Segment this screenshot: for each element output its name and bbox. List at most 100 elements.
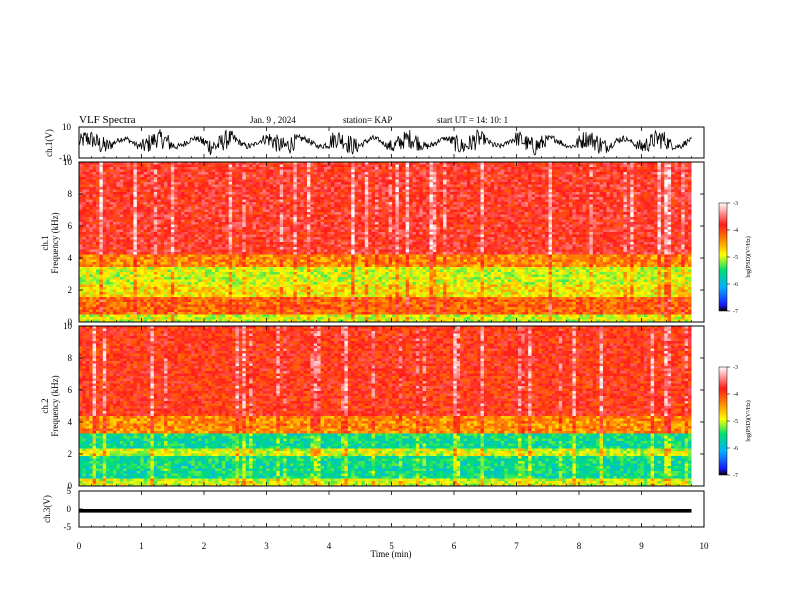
ch1-spectrogram-cell [140,317,144,320]
ch1-spectrogram-cell [123,312,127,315]
ch1-spectrogram-cell [109,239,114,243]
ch1-spectrogram-cell [300,162,304,165]
ch1-spectrogram-cell [279,219,284,223]
ch1-spectrogram-cell [133,174,138,178]
ch1-spectrogram-cell [170,254,175,258]
ch1-spectrogram-cell [306,214,311,218]
ch1-spectrogram-cell [92,317,97,320]
ch1-spectrogram-cell [279,199,284,203]
ch1-spectrogram-cell [272,227,277,230]
ch1-spectrogram-cell [102,229,107,233]
ch1-spectrogram-cell [283,264,287,268]
ch1-spectrogram-cell [136,229,141,233]
ch1-spectrogram-cell [85,172,90,175]
ch1-spectrogram-cell [221,162,226,165]
ch1-spectrogram-cell [150,279,155,283]
ch1-spectrogram-cell [150,272,155,275]
ch1-spectrogram-cell [99,209,104,213]
ch1-spectrogram-cell [140,212,144,215]
ch1-spectrogram-cell [303,172,308,175]
ch1-spectrogram-cell [269,229,274,233]
ch1-spectrogram-cell [164,299,168,303]
ch1-spectrogram-cell [170,172,175,175]
ch1-spectrogram-cell [133,302,138,305]
ch1-spectrogram-cell [249,199,253,203]
ch1-spectrogram-cell [140,282,144,285]
ch1-spectrogram-cell [327,262,332,265]
ch1-spectrogram-cell [177,164,182,168]
ch1-spectrogram-cell [303,284,308,288]
ch1-spectrogram-cell [276,204,281,208]
ch1-spectrogram-cell [167,284,172,288]
ch1-spectrogram-cell [218,244,223,248]
ch1-spectrogram-cell [276,224,281,228]
ch1-spectrogram-cell [341,199,345,203]
ch1-spectrogram-cell [310,189,315,193]
ch1-spectrogram-cell [119,172,124,175]
ch1-spectrogram-cell [147,229,151,233]
ch1-spectrogram-cell [113,204,117,208]
ch1-spectrogram-cell [153,229,158,233]
ch1-spectrogram-cell [259,259,264,263]
ch1-spectrogram-cell [211,239,216,243]
ch1-spectrogram-cell [293,177,298,180]
ch1-spectrogram-cell [334,252,338,255]
ch1-spectrogram-cell [272,249,277,253]
ch1-spectrogram-cell [85,204,90,208]
ch1-spectrogram-cell [218,282,223,285]
ch1-spectrogram-cell [194,234,199,238]
ch1-spectrogram-cell [79,207,83,210]
ch1-spectrogram-cell [82,229,87,233]
ch1-spectrogram-cell [184,209,189,213]
ch1-spectrogram-cell [215,189,219,193]
ch1-spectrogram-cell [337,267,342,270]
ch1-spectrogram-cell [303,234,308,238]
ch1-spectrogram-cell [211,279,216,283]
ch1-spectrogram-cell [320,204,325,208]
ch1-spectrogram-cell [116,269,121,273]
ch1-spectrogram-cell [266,244,270,248]
ch1-spectrogram-cell [89,299,93,303]
ch1-spectrogram-cell [187,304,192,308]
ch1-spectrogram-cell [208,169,213,173]
ch1-spectrogram-cell [215,244,219,248]
ch1-spectrogram-cell [143,184,148,188]
ch1-spectrogram-cell [198,232,202,235]
ch1-spectrogram-cell [157,267,161,270]
ch1-spectrogram-cell [174,247,178,250]
ch1-spectrogram-cell [123,167,127,170]
ch1-spectrogram-cell [113,209,117,213]
ch1-spectrogram-cell [167,234,172,238]
ch1-spectrogram-cell [221,257,226,260]
ch1-spectrogram-cell [79,197,83,200]
ch1-spectrogram-cell [99,319,104,322]
ch1-spectrogram-cell [130,309,134,313]
ch1-spectrogram-cell [164,232,168,235]
ch1-spectrogram-cell [238,204,243,208]
ch1-spectrogram-cell [92,254,97,258]
ch1-spectrogram-cell [313,244,318,248]
ch1-spectrogram-cell [116,247,121,250]
ch1-spectrogram-cell [130,224,134,228]
ch1-spectrogram-cell [238,267,243,270]
ch1-spectrogram-cell [194,214,199,218]
ch1-spectrogram-cell [150,267,155,270]
ch1-spectrogram-cell [198,234,202,238]
ch1-spectrogram-cell [249,267,253,270]
ch1-spectrogram-cell [106,162,110,165]
ch1-spectrogram-cell [123,214,127,218]
ch1-spectrogram-cell [89,242,93,245]
ch1-spectrogram-cell [150,297,155,300]
ch1-spectrogram-cell [99,164,104,168]
ch1-spectrogram-cell [204,164,209,168]
ch1-spectrogram-cell [150,229,155,233]
ch1-spectrogram-cell [320,312,325,315]
ch1-spectrogram-cell [157,302,161,305]
ch1-spectrogram-cell [249,227,253,230]
ch1-spectrogram-cell [119,167,124,170]
ch1-spectrogram-cell [109,204,114,208]
ch1-spectrogram-cell [218,309,223,313]
ch1-spectrogram-cell [337,239,342,243]
ch1-spectrogram-cell [211,234,216,238]
ch1-spectrogram-cell [170,219,175,223]
